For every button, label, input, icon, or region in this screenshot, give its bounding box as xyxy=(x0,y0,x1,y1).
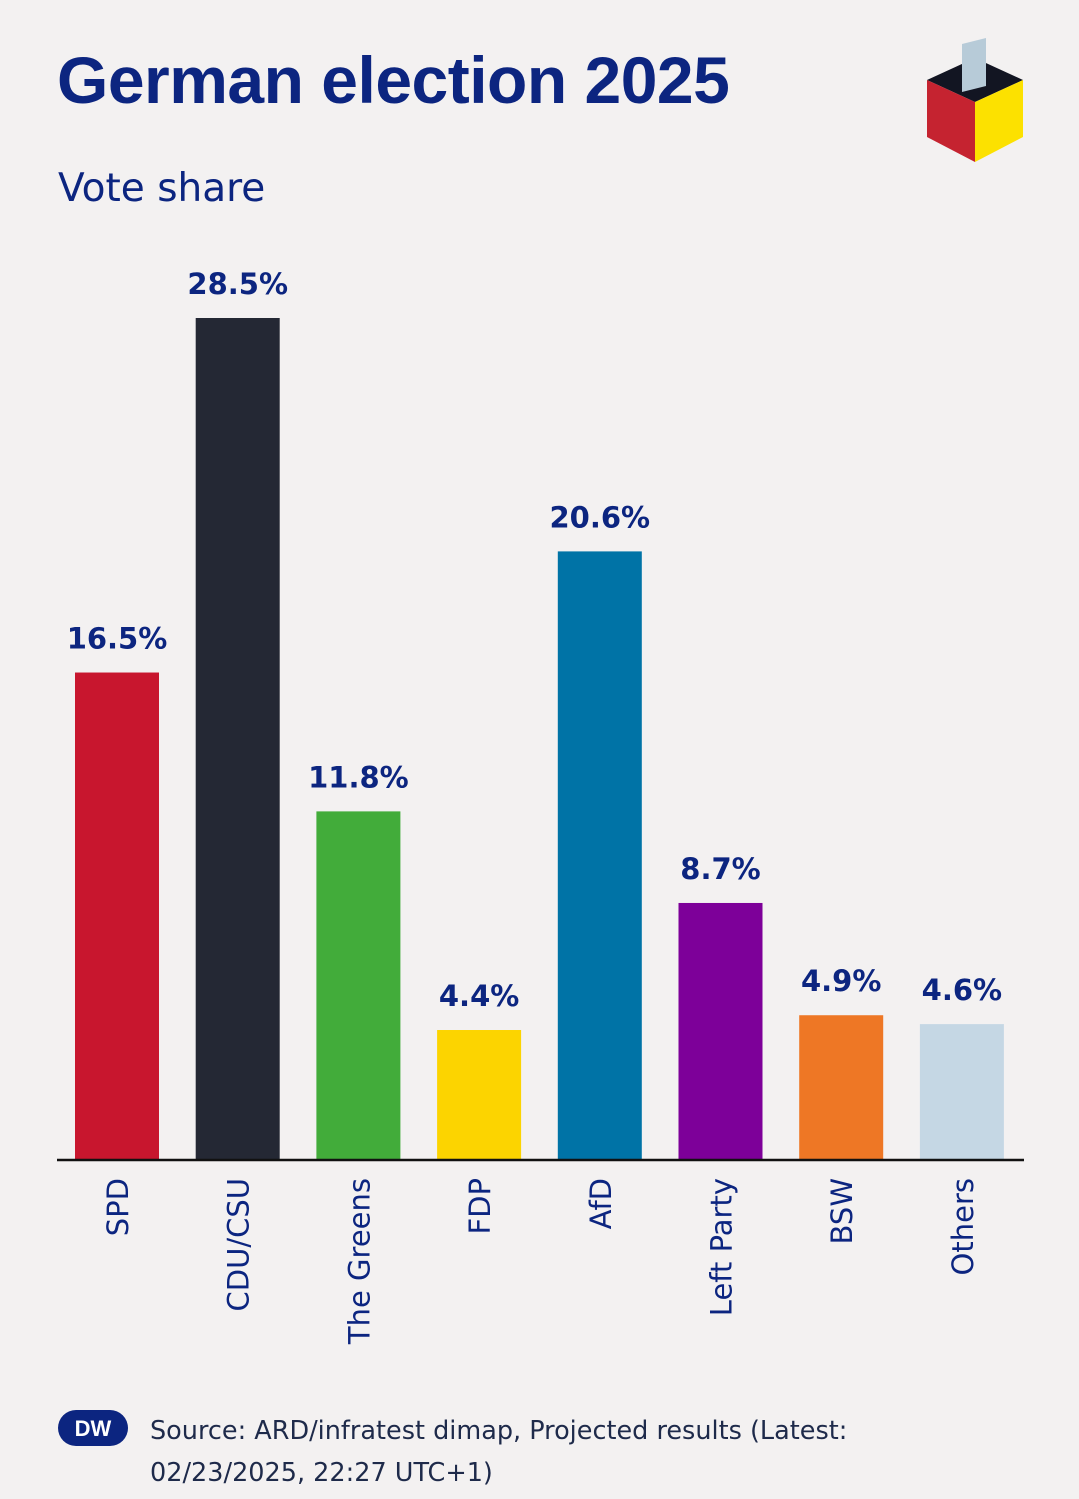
category-label: SPD xyxy=(101,1178,135,1236)
value-label: 28.5% xyxy=(187,267,288,301)
category-label: Others xyxy=(946,1178,980,1275)
bar-6 xyxy=(799,1015,884,1160)
bar-2 xyxy=(316,811,401,1160)
category-label: AfD xyxy=(584,1178,618,1229)
category-label: The Greens xyxy=(342,1178,376,1345)
value-label: 4.9% xyxy=(801,964,881,998)
value-label: 20.6% xyxy=(549,500,650,534)
chart-subtitle: Vote share xyxy=(58,166,266,211)
source-note: Source: ARD/infratest dimap, Projected r… xyxy=(150,1416,848,1488)
category-label: BSW xyxy=(825,1178,859,1244)
dw-logo-text: DW xyxy=(75,1416,112,1441)
bar-1 xyxy=(195,318,280,1160)
value-label: 16.5% xyxy=(67,622,168,656)
chart-title: German election 2025 xyxy=(57,43,730,117)
bar-7 xyxy=(919,1024,1004,1160)
value-label: 11.8% xyxy=(308,760,409,794)
bar-0 xyxy=(75,672,159,1160)
category-label: FDP xyxy=(463,1178,497,1235)
bar-5 xyxy=(678,902,763,1160)
category-label: CDU/CSU xyxy=(222,1178,256,1311)
dw-logo-icon: DW xyxy=(56,1408,130,1448)
value-label: 4.6% xyxy=(922,973,1002,1007)
ballot-box-icon xyxy=(922,36,1030,164)
bar-4 xyxy=(557,551,642,1160)
bar-3 xyxy=(437,1030,522,1160)
value-label: 8.7% xyxy=(680,852,760,886)
value-label: 4.4% xyxy=(439,979,519,1013)
category-label: Left Party xyxy=(705,1178,739,1316)
